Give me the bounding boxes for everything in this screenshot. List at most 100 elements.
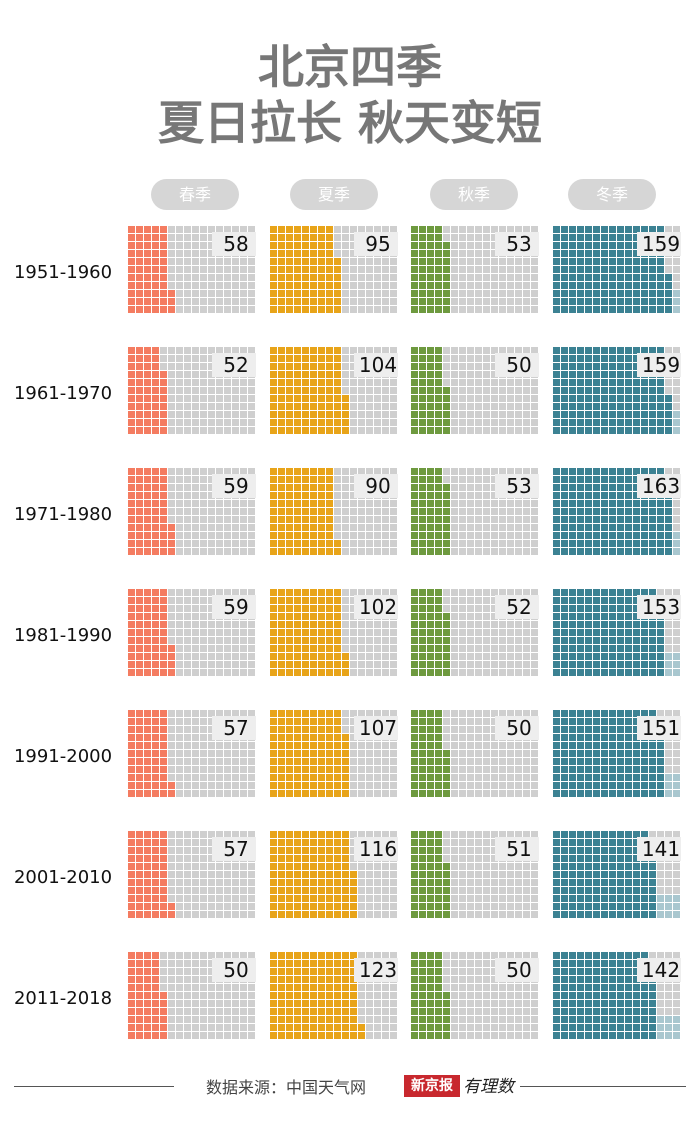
waffle-cell <box>467 734 474 741</box>
value-label-backdrop <box>495 232 539 256</box>
waffle-cell <box>128 1000 135 1007</box>
waffle-cell <box>419 597 426 604</box>
waffle-cell <box>577 952 584 959</box>
waffle-cell <box>176 1000 183 1007</box>
waffle-cell <box>569 669 576 676</box>
waffle-cell <box>342 1024 349 1031</box>
waffle-cell <box>625 427 632 434</box>
waffle-cell <box>334 258 341 265</box>
waffle-cell <box>318 234 325 241</box>
waffle-cell <box>561 879 568 886</box>
waffle-cell <box>176 597 183 604</box>
waffle-cell <box>208 911 215 918</box>
waffle-cell <box>318 710 325 717</box>
waffle-cell <box>411 290 418 297</box>
waffle-cell <box>176 524 183 531</box>
waffle-cell <box>390 395 397 402</box>
waffle-cell <box>443 1016 450 1023</box>
waffle-cell <box>467 290 474 297</box>
waffle-cell <box>411 484 418 491</box>
waffle-cell <box>342 903 349 910</box>
waffle-cell <box>515 274 522 281</box>
waffle-cell <box>270 1032 277 1039</box>
waffle-cell <box>475 831 482 838</box>
waffle-cell <box>240 895 247 902</box>
waffle-cell <box>601 258 608 265</box>
waffle-cell <box>411 1024 418 1031</box>
waffle-cell <box>278 1008 285 1015</box>
waffle-cell <box>427 516 434 523</box>
waffle-cell <box>561 548 568 555</box>
waffle-cell <box>435 710 442 717</box>
waffle-cell <box>270 250 277 257</box>
waffle-cell <box>419 992 426 999</box>
waffle-cell <box>673 468 680 475</box>
waffle-cell <box>419 371 426 378</box>
waffle-cell <box>294 879 301 886</box>
waffle-cell <box>641 468 648 475</box>
waffle-cell <box>491 790 498 797</box>
waffle-cell <box>216 524 223 531</box>
waffle-cell <box>240 903 247 910</box>
waffle-cell <box>240 750 247 757</box>
waffle-cell <box>569 347 576 354</box>
waffle-cell <box>483 234 490 241</box>
waffle-cell <box>475 653 482 660</box>
waffle-cell <box>224 532 231 539</box>
waffle-cell <box>601 887 608 894</box>
waffle-cell <box>483 371 490 378</box>
waffle-cell <box>475 516 482 523</box>
waffle-cell <box>483 976 490 983</box>
waffle-cell <box>625 524 632 531</box>
waffle-cell <box>419 524 426 531</box>
waffle-cell <box>270 1000 277 1007</box>
waffle-cell <box>152 621 159 628</box>
waffle-cell <box>302 903 309 910</box>
waffle-cell <box>200 476 207 483</box>
waffle-cell <box>152 758 159 765</box>
waffle-cell <box>451 903 458 910</box>
waffle-cell <box>435 653 442 660</box>
waffle-cell <box>609 831 616 838</box>
waffle-cell <box>184 766 191 773</box>
waffle-cell <box>374 774 381 781</box>
waffle-cell <box>435 532 442 539</box>
waffle-cell <box>350 871 357 878</box>
waffle-cell <box>144 742 151 749</box>
waffle-cell <box>553 589 560 596</box>
waffle-cell <box>248 516 255 523</box>
waffle-cell <box>499 645 506 652</box>
waffle-cell <box>577 726 584 733</box>
waffle-cell <box>128 718 135 725</box>
waffle-cell <box>374 298 381 305</box>
value-label-backdrop <box>354 353 398 377</box>
waffle-cell <box>278 484 285 491</box>
waffle-cell <box>561 790 568 797</box>
waffle-cell <box>633 403 640 410</box>
waffle-cell <box>561 960 568 967</box>
waffle-cell <box>641 540 648 547</box>
waffle-cell <box>144 516 151 523</box>
waffle-cell <box>302 710 309 717</box>
waffle-cell <box>617 669 624 676</box>
waffle-cell <box>427 960 434 967</box>
waffle-cell <box>515 887 522 894</box>
waffle-cell <box>232 766 239 773</box>
waffle-cell <box>224 395 231 402</box>
waffle-cell <box>358 427 365 434</box>
waffle-cell <box>294 839 301 846</box>
waffle-cell <box>390 548 397 555</box>
waffle-cell <box>649 790 656 797</box>
waffle-cell <box>184 242 191 249</box>
waffle-cell <box>491 831 498 838</box>
waffle-cell <box>318 419 325 426</box>
waffle-cell <box>128 637 135 644</box>
waffle-cell <box>366 1008 373 1015</box>
waffle-cell <box>382 282 389 289</box>
waffle-cell <box>342 387 349 394</box>
waffle-cell <box>427 831 434 838</box>
waffle-cell <box>427 242 434 249</box>
waffle-cell <box>144 492 151 499</box>
waffle-cell <box>144 548 151 555</box>
waffle-cell <box>176 355 183 362</box>
